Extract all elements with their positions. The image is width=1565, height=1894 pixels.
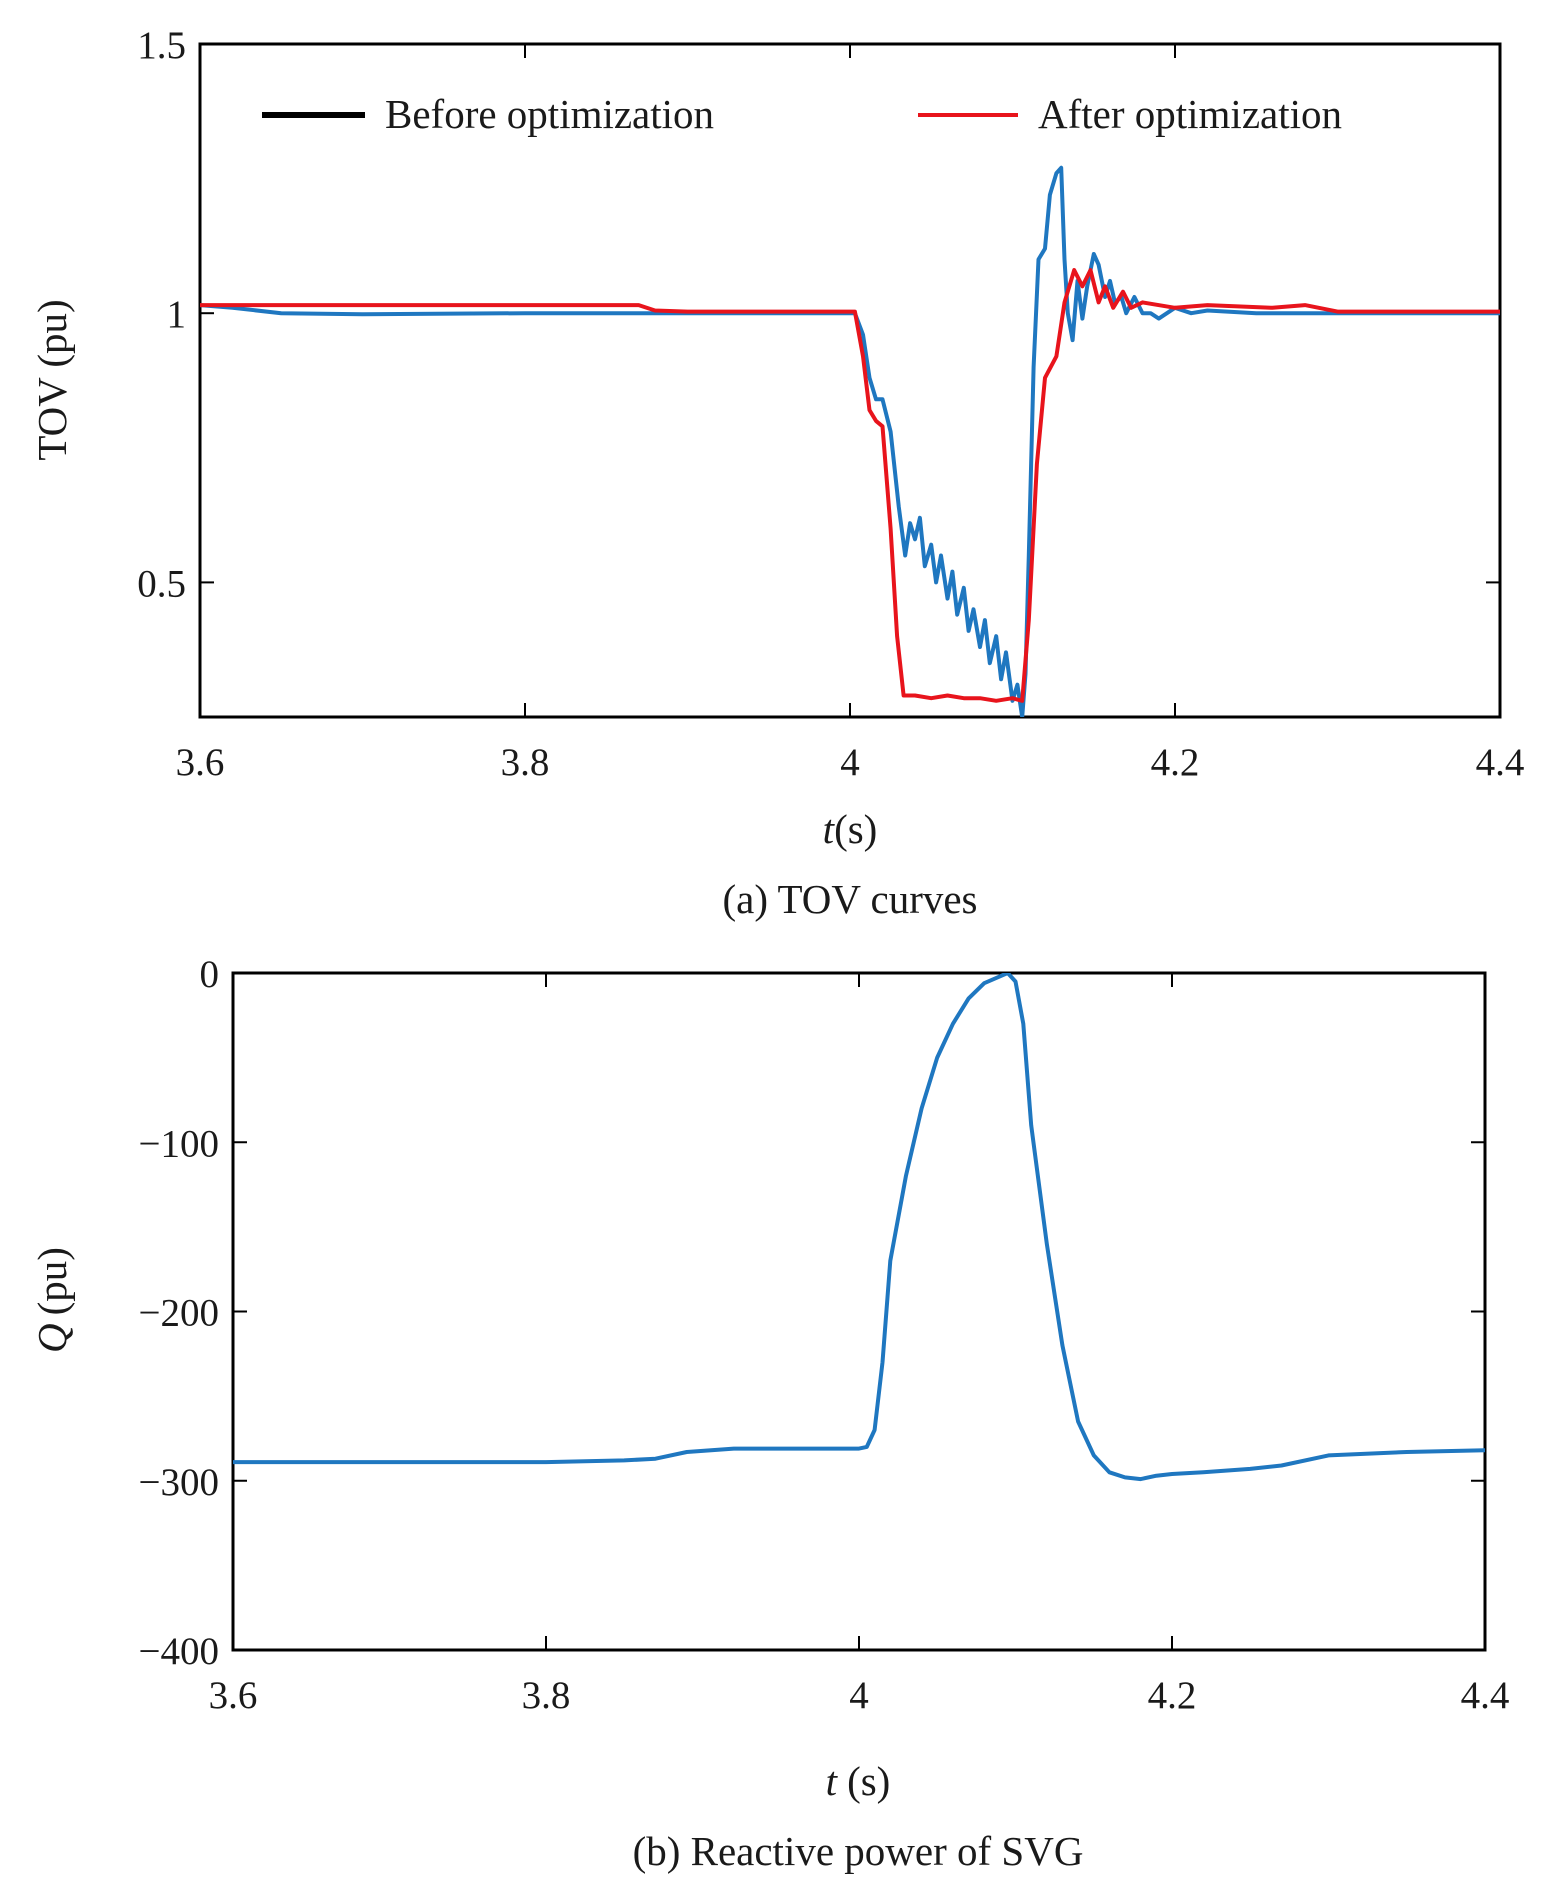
panel-tov: 3.6 3.8 4 4.2 4.4 0.5 1 1.5 Before optimization… <box>29 24 1524 922</box>
x-axis-label-b: t (s) <box>826 1758 891 1804</box>
legend-label-before: Before optimization <box>385 91 714 137</box>
legend-label-after: After optimization <box>1038 91 1342 137</box>
y-axis-label-a: TOV (pu) <box>29 299 75 460</box>
x-axis-label-a-unit: (s) <box>834 806 877 852</box>
series-line-q <box>233 973 1485 1482</box>
x-tick-label: 3.8 <box>522 1674 571 1717</box>
y-tick-label: 1 <box>167 293 187 336</box>
series-a <box>200 165 1500 717</box>
plot-frame-b <box>231 971 1487 1652</box>
x-axis-label-b-unit: (s) <box>847 1758 890 1804</box>
x-tick-label: 4.2 <box>1148 1674 1197 1717</box>
legend: Before optimization After optimization <box>262 91 1342 137</box>
y-tick-label: 1.5 <box>137 24 186 67</box>
x-axis-label-a: t(s) <box>823 806 878 852</box>
x-tick-label: 4.4 <box>1476 741 1525 784</box>
y-tick-label: −300 <box>139 1461 220 1504</box>
x-tick-label: 4 <box>840 741 860 784</box>
y-axis-label-b-var: Q <box>29 1323 75 1353</box>
panel-reactive-power: 3.6 3.8 4 4.2 4.4 0 −100 −200 −300 −400 Q (pu) t (s… <box>29 953 1509 1874</box>
x-axis-label-b-var: t <box>826 1758 839 1804</box>
y-tick-label: −400 <box>139 1630 220 1673</box>
x-tick-label: 4 <box>849 1674 869 1717</box>
caption-a: (a) TOV curves <box>722 876 977 922</box>
series-line-after-optimization <box>200 268 1500 703</box>
ticks-a: 3.6 3.8 4 4.2 4.4 0.5 1 1.5 <box>137 24 1524 784</box>
x-tick-label: 4.4 <box>1461 1674 1510 1717</box>
plot-frame-a <box>198 42 1502 719</box>
x-tick-label: 3.6 <box>209 1674 258 1717</box>
ticks-b: 3.6 3.8 4 4.2 4.4 0 −100 −200 −300 −400 <box>139 953 1510 1717</box>
y-tick-label: 0.5 <box>137 562 186 605</box>
y-axis-label-b: Q (pu) <box>29 1247 75 1353</box>
x-tick-label: 3.6 <box>176 741 225 784</box>
y-tick-label: 0 <box>200 953 220 996</box>
y-axis-label-b-unit: (pu) <box>29 1247 75 1315</box>
caption-b: (b) Reactive power of SVG <box>633 1828 1084 1874</box>
y-tick-label: −100 <box>139 1122 220 1165</box>
x-axis-label-a-var: t <box>823 806 836 852</box>
x-tick-label: 4.2 <box>1151 741 1200 784</box>
y-tick-label: −200 <box>139 1292 220 1335</box>
series-line-before-optimization <box>200 165 1500 717</box>
series-b <box>233 973 1485 1482</box>
x-tick-label: 3.8 <box>501 741 550 784</box>
